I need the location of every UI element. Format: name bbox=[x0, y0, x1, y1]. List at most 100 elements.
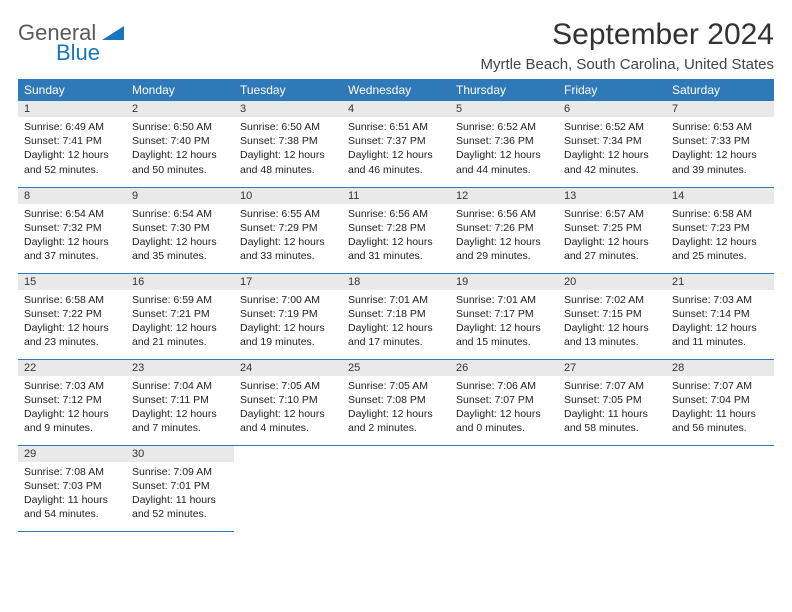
daylight-text: Daylight: 11 hours and 58 minutes. bbox=[564, 407, 660, 435]
day-details: Sunrise: 6:56 AMSunset: 7:28 PMDaylight:… bbox=[342, 204, 450, 268]
sunrise-text: Sunrise: 6:58 AM bbox=[24, 293, 120, 307]
daylight-text: Daylight: 12 hours and 31 minutes. bbox=[348, 235, 444, 263]
daylight-text: Daylight: 12 hours and 29 minutes. bbox=[456, 235, 552, 263]
day-details: Sunrise: 7:01 AMSunset: 7:18 PMDaylight:… bbox=[342, 290, 450, 354]
day-header: Thursday bbox=[450, 79, 558, 101]
sunset-text: Sunset: 7:05 PM bbox=[564, 393, 660, 407]
sunset-text: Sunset: 7:28 PM bbox=[348, 221, 444, 235]
sunrise-text: Sunrise: 7:08 AM bbox=[24, 465, 120, 479]
daylight-text: Daylight: 12 hours and 25 minutes. bbox=[672, 235, 768, 263]
sunset-text: Sunset: 7:34 PM bbox=[564, 134, 660, 148]
calendar-cell bbox=[342, 445, 450, 531]
daylight-text: Daylight: 12 hours and 42 minutes. bbox=[564, 148, 660, 176]
calendar-body: 1Sunrise: 6:49 AMSunset: 7:41 PMDaylight… bbox=[18, 101, 774, 531]
daylight-text: Daylight: 12 hours and 7 minutes. bbox=[132, 407, 228, 435]
day-details: Sunrise: 7:05 AMSunset: 7:08 PMDaylight:… bbox=[342, 376, 450, 440]
sunset-text: Sunset: 7:29 PM bbox=[240, 221, 336, 235]
day-number: 2 bbox=[126, 101, 234, 117]
day-header: Wednesday bbox=[342, 79, 450, 101]
day-details: Sunrise: 6:50 AMSunset: 7:40 PMDaylight:… bbox=[126, 117, 234, 181]
day-number: 23 bbox=[126, 360, 234, 376]
day-details: Sunrise: 7:06 AMSunset: 7:07 PMDaylight:… bbox=[450, 376, 558, 440]
daylight-text: Daylight: 12 hours and 9 minutes. bbox=[24, 407, 120, 435]
sunrise-text: Sunrise: 7:01 AM bbox=[456, 293, 552, 307]
sunset-text: Sunset: 7:23 PM bbox=[672, 221, 768, 235]
sunrise-text: Sunrise: 7:07 AM bbox=[564, 379, 660, 393]
calendar-cell: 25Sunrise: 7:05 AMSunset: 7:08 PMDayligh… bbox=[342, 359, 450, 445]
calendar-week-row: 22Sunrise: 7:03 AMSunset: 7:12 PMDayligh… bbox=[18, 359, 774, 445]
page-title: September 2024 bbox=[481, 18, 774, 52]
calendar-week-row: 15Sunrise: 6:58 AMSunset: 7:22 PMDayligh… bbox=[18, 273, 774, 359]
sunrise-text: Sunrise: 6:50 AM bbox=[240, 120, 336, 134]
calendar-cell: 29Sunrise: 7:08 AMSunset: 7:03 PMDayligh… bbox=[18, 445, 126, 531]
day-number: 11 bbox=[342, 188, 450, 204]
calendar-cell: 13Sunrise: 6:57 AMSunset: 7:25 PMDayligh… bbox=[558, 187, 666, 273]
calendar-cell: 6Sunrise: 6:52 AMSunset: 7:34 PMDaylight… bbox=[558, 101, 666, 187]
sunrise-text: Sunrise: 7:05 AM bbox=[240, 379, 336, 393]
calendar-cell: 21Sunrise: 7:03 AMSunset: 7:14 PMDayligh… bbox=[666, 273, 774, 359]
day-number: 5 bbox=[450, 101, 558, 117]
day-number: 26 bbox=[450, 360, 558, 376]
sunrise-text: Sunrise: 7:03 AM bbox=[672, 293, 768, 307]
calendar-cell: 12Sunrise: 6:56 AMSunset: 7:26 PMDayligh… bbox=[450, 187, 558, 273]
title-block: September 2024 Myrtle Beach, South Carol… bbox=[481, 18, 774, 73]
day-details: Sunrise: 7:09 AMSunset: 7:01 PMDaylight:… bbox=[126, 462, 234, 526]
day-number: 30 bbox=[126, 446, 234, 462]
calendar-cell bbox=[450, 445, 558, 531]
daylight-text: Daylight: 12 hours and 15 minutes. bbox=[456, 321, 552, 349]
daylight-text: Daylight: 12 hours and 39 minutes. bbox=[672, 148, 768, 176]
day-number: 9 bbox=[126, 188, 234, 204]
calendar-header-row: SundayMondayTuesdayWednesdayThursdayFrid… bbox=[18, 79, 774, 101]
day-number: 8 bbox=[18, 188, 126, 204]
sunset-text: Sunset: 7:04 PM bbox=[672, 393, 768, 407]
calendar-cell: 26Sunrise: 7:06 AMSunset: 7:07 PMDayligh… bbox=[450, 359, 558, 445]
day-details: Sunrise: 7:01 AMSunset: 7:17 PMDaylight:… bbox=[450, 290, 558, 354]
calendar-cell: 8Sunrise: 6:54 AMSunset: 7:32 PMDaylight… bbox=[18, 187, 126, 273]
sunrise-text: Sunrise: 7:05 AM bbox=[348, 379, 444, 393]
sunrise-text: Sunrise: 7:01 AM bbox=[348, 293, 444, 307]
calendar-cell bbox=[666, 445, 774, 531]
day-details: Sunrise: 7:03 AMSunset: 7:12 PMDaylight:… bbox=[18, 376, 126, 440]
day-number: 15 bbox=[18, 274, 126, 290]
brand-text: General Blue bbox=[18, 22, 124, 64]
calendar-cell: 16Sunrise: 6:59 AMSunset: 7:21 PMDayligh… bbox=[126, 273, 234, 359]
sunrise-text: Sunrise: 6:52 AM bbox=[456, 120, 552, 134]
daylight-text: Daylight: 11 hours and 56 minutes. bbox=[672, 407, 768, 435]
day-header: Tuesday bbox=[234, 79, 342, 101]
sunset-text: Sunset: 7:11 PM bbox=[132, 393, 228, 407]
sunset-text: Sunset: 7:30 PM bbox=[132, 221, 228, 235]
daylight-text: Daylight: 12 hours and 46 minutes. bbox=[348, 148, 444, 176]
day-details: Sunrise: 7:00 AMSunset: 7:19 PMDaylight:… bbox=[234, 290, 342, 354]
sunset-text: Sunset: 7:03 PM bbox=[24, 479, 120, 493]
sunrise-text: Sunrise: 6:49 AM bbox=[24, 120, 120, 134]
day-number: 13 bbox=[558, 188, 666, 204]
day-number: 17 bbox=[234, 274, 342, 290]
calendar-cell: 3Sunrise: 6:50 AMSunset: 7:38 PMDaylight… bbox=[234, 101, 342, 187]
triangle-icon bbox=[102, 22, 124, 44]
sunset-text: Sunset: 7:19 PM bbox=[240, 307, 336, 321]
sunset-text: Sunset: 7:36 PM bbox=[456, 134, 552, 148]
day-number: 1 bbox=[18, 101, 126, 117]
day-number: 12 bbox=[450, 188, 558, 204]
day-details: Sunrise: 6:58 AMSunset: 7:22 PMDaylight:… bbox=[18, 290, 126, 354]
sunset-text: Sunset: 7:38 PM bbox=[240, 134, 336, 148]
sunset-text: Sunset: 7:01 PM bbox=[132, 479, 228, 493]
sunset-text: Sunset: 7:14 PM bbox=[672, 307, 768, 321]
day-number: 6 bbox=[558, 101, 666, 117]
daylight-text: Daylight: 12 hours and 33 minutes. bbox=[240, 235, 336, 263]
calendar-cell: 22Sunrise: 7:03 AMSunset: 7:12 PMDayligh… bbox=[18, 359, 126, 445]
daylight-text: Daylight: 11 hours and 52 minutes. bbox=[132, 493, 228, 521]
daylight-text: Daylight: 12 hours and 4 minutes. bbox=[240, 407, 336, 435]
calendar-week-row: 8Sunrise: 6:54 AMSunset: 7:32 PMDaylight… bbox=[18, 187, 774, 273]
location-text: Myrtle Beach, South Carolina, United Sta… bbox=[481, 56, 774, 73]
calendar-cell: 10Sunrise: 6:55 AMSunset: 7:29 PMDayligh… bbox=[234, 187, 342, 273]
calendar-cell: 19Sunrise: 7:01 AMSunset: 7:17 PMDayligh… bbox=[450, 273, 558, 359]
sunset-text: Sunset: 7:22 PM bbox=[24, 307, 120, 321]
sunrise-text: Sunrise: 6:58 AM bbox=[672, 207, 768, 221]
day-details: Sunrise: 6:49 AMSunset: 7:41 PMDaylight:… bbox=[18, 117, 126, 181]
sunset-text: Sunset: 7:33 PM bbox=[672, 134, 768, 148]
daylight-text: Daylight: 12 hours and 27 minutes. bbox=[564, 235, 660, 263]
day-number: 7 bbox=[666, 101, 774, 117]
day-number: 29 bbox=[18, 446, 126, 462]
day-details: Sunrise: 6:50 AMSunset: 7:38 PMDaylight:… bbox=[234, 117, 342, 181]
